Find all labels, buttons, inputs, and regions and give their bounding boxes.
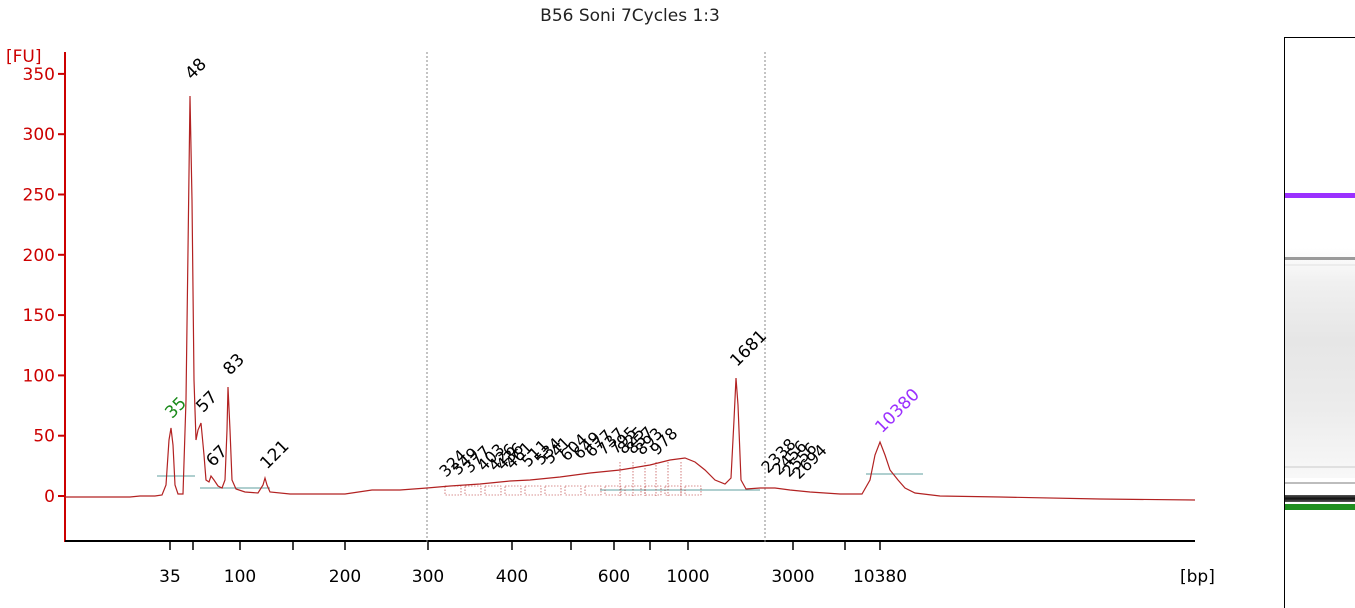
smear-region-box bbox=[464, 485, 482, 496]
gel-smear bbox=[1285, 248, 1355, 478]
x-tick-label: 3000 bbox=[771, 567, 814, 587]
x-tick-label: 400 bbox=[496, 567, 528, 587]
smear-region-box bbox=[684, 485, 702, 496]
peak-label: 67 bbox=[202, 442, 231, 471]
peak-label: 48 bbox=[181, 54, 210, 83]
smear-region-box bbox=[544, 485, 562, 496]
smear-region-box bbox=[524, 485, 542, 496]
electropherogram-plot: 0 50 100 150 200 250 300 350 35 100 200 300 400 600 10… bbox=[6, 47, 1215, 587]
electropherogram-trace bbox=[65, 95, 1196, 501]
x-axis-label: [bp] bbox=[1180, 567, 1215, 587]
gel-band-faint-2 bbox=[1285, 466, 1355, 468]
y-tick-label: 0 bbox=[44, 487, 55, 507]
smear-region-box bbox=[584, 485, 602, 496]
x-tick-label: 100 bbox=[224, 567, 256, 587]
marks-group: 3548576783121168110380324349377403426436… bbox=[65, 54, 1196, 501]
x-tick-label: 300 bbox=[412, 567, 444, 587]
y-tick-label: 350 bbox=[23, 65, 55, 85]
peak-label: 57 bbox=[192, 387, 221, 416]
smear-region-box bbox=[564, 485, 582, 496]
gel-band-1681 bbox=[1285, 257, 1355, 260]
smear-region-box bbox=[604, 485, 622, 496]
axes-group: 0 50 100 150 200 250 300 350 35 100 200 300 400 600 10… bbox=[23, 52, 1195, 587]
gel-band-faint-1 bbox=[1285, 264, 1355, 266]
peak-label: 83 bbox=[219, 350, 248, 379]
x-tick-label: 10380 bbox=[853, 567, 907, 587]
y-tick-label: 300 bbox=[23, 125, 55, 145]
smear-region-box bbox=[664, 485, 682, 496]
x-tick-label: 200 bbox=[329, 567, 361, 587]
gel-band-48 bbox=[1285, 495, 1355, 502]
peak-label: 121 bbox=[256, 436, 293, 473]
y-tick-label: 50 bbox=[33, 427, 55, 447]
y-axis-label: [FU] bbox=[6, 47, 42, 67]
gel-band-upper-marker bbox=[1285, 193, 1355, 198]
x-tick-label: 600 bbox=[598, 567, 630, 587]
x-tick-label: 35 bbox=[159, 567, 181, 587]
smear-region-box bbox=[484, 485, 502, 496]
y-tick-label: 250 bbox=[23, 186, 55, 206]
x-tick-label: 1000 bbox=[666, 567, 709, 587]
peak-label: 1681 bbox=[726, 326, 771, 371]
smear-region-box bbox=[444, 485, 462, 496]
gel-lane-image bbox=[1284, 37, 1355, 608]
smear-region-box bbox=[504, 485, 522, 496]
y-tick-label: 100 bbox=[23, 366, 55, 386]
y-tick-label: 200 bbox=[23, 246, 55, 266]
gel-band-83 bbox=[1285, 482, 1355, 484]
gel-band-lower-marker bbox=[1285, 504, 1355, 510]
chart-title: B56 Soni 7Cycles 1:3 bbox=[540, 6, 720, 26]
peak-label: 10380 bbox=[871, 385, 923, 437]
y-tick-label: 150 bbox=[23, 306, 55, 326]
